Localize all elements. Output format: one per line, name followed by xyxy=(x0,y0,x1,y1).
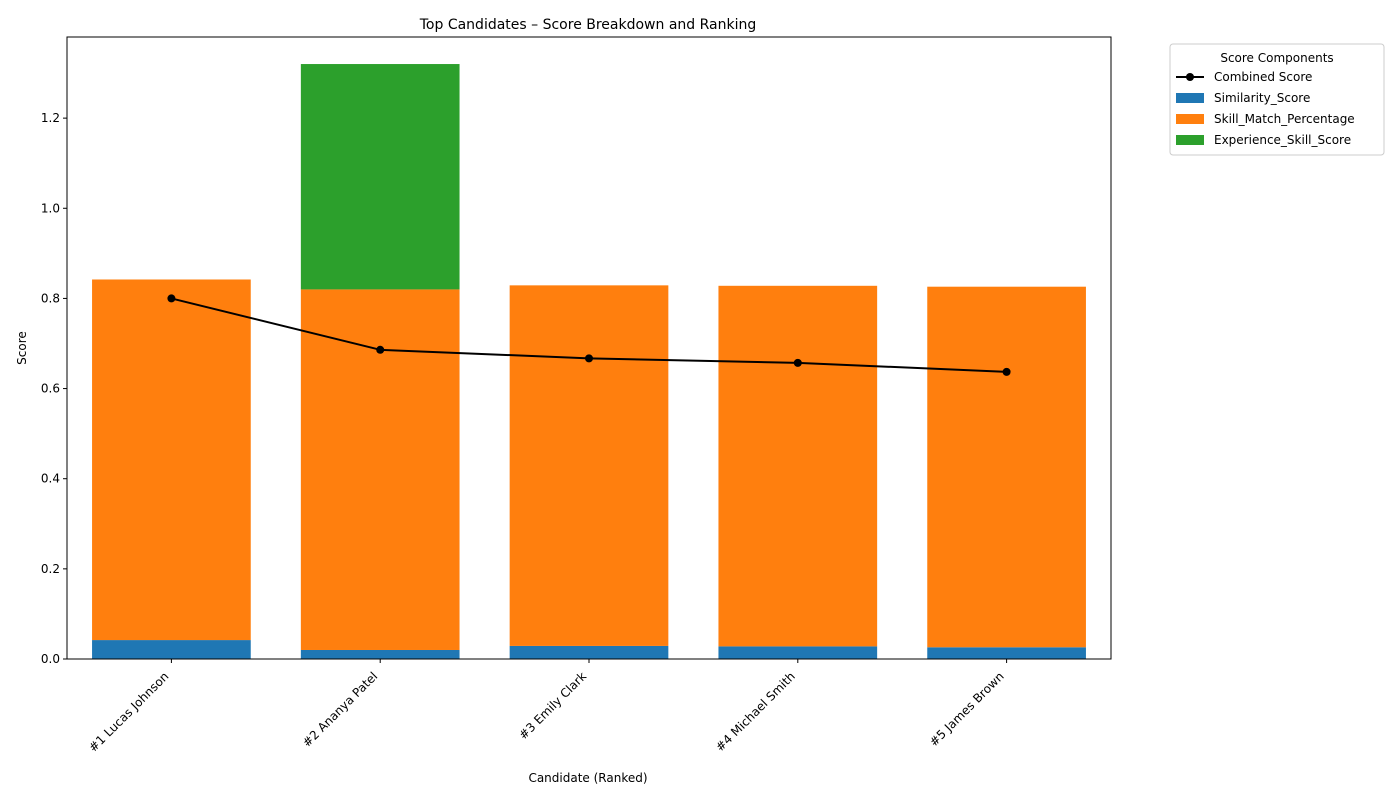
bar-similarity-score-4 xyxy=(718,646,878,659)
legend-label: Similarity_Score xyxy=(1214,91,1310,105)
legend-label: Experience_Skill_Score xyxy=(1214,133,1351,147)
x-tick-label-5: #5 James Brown xyxy=(927,669,1007,749)
y-tick-label: 1.2 xyxy=(41,111,60,125)
y-tick-label: 0.2 xyxy=(41,562,60,576)
legend-label: Combined Score xyxy=(1214,70,1312,84)
y-axis-label: Score xyxy=(15,331,29,365)
legend: Score Components Combined Score Similarit… xyxy=(1169,43,1385,156)
legend-entry-combined-score: Combined Score xyxy=(1176,70,1312,84)
bar-similarity-score-5 xyxy=(927,647,1086,659)
legend-line-marker xyxy=(1186,73,1194,81)
y-tick-label: 0.8 xyxy=(41,291,60,305)
combined-score-point-4 xyxy=(793,358,802,367)
x-tick-label-2: #2 Ananya Patel xyxy=(300,669,381,750)
bar-skill-match-percentage-4 xyxy=(718,285,878,647)
bar-skill-match-percentage-2 xyxy=(300,289,460,650)
y-tick-label: 0.4 xyxy=(41,472,60,486)
x-tick-label-3: #3 Emily Clark xyxy=(516,669,589,742)
y-tick-label: 1.0 xyxy=(41,201,60,215)
legend-swatch xyxy=(1176,93,1204,103)
bar-similarity-score-1 xyxy=(92,640,251,659)
y-tick-label: 0.0 xyxy=(41,652,60,666)
bar-skill-match-percentage-1 xyxy=(92,279,251,641)
bar-skill-match-percentage-3 xyxy=(509,285,669,646)
legend-label: Skill_Match_Percentage xyxy=(1214,112,1355,126)
chart-title: Top Candidates – Score Breakdown and Ran… xyxy=(419,17,757,33)
combined-score-point-5 xyxy=(1002,367,1011,376)
legend-swatch xyxy=(1176,114,1204,124)
combined-score-point-1 xyxy=(167,294,176,303)
bar-similarity-score-3 xyxy=(509,645,669,659)
combined-score-point-3 xyxy=(585,354,593,363)
legend-title: Score Components xyxy=(1220,51,1333,65)
x-tick-label-4: #4 Michael Smith xyxy=(713,669,798,754)
combined-score-point-2 xyxy=(376,345,385,354)
legend-entry-experience-skill-score: Experience_Skill_Score xyxy=(1176,133,1351,147)
y-tick-label: 0.6 xyxy=(41,382,60,396)
legend-entry-similarity-score: Similarity_Score xyxy=(1176,91,1310,105)
legend-frame xyxy=(1169,43,1385,156)
bar-experience-skill-score-2 xyxy=(300,64,460,290)
legend-swatch xyxy=(1176,135,1204,145)
bar-similarity-score-2 xyxy=(300,649,460,659)
x-tick-label-1: #1 Lucas Johnson xyxy=(86,669,171,754)
bar-skill-match-percentage-5 xyxy=(927,286,1086,648)
x-axis-label: Candidate (Ranked) xyxy=(528,771,647,785)
legend-entry-skill-match-percentage: Skill_Match_Percentage xyxy=(1176,112,1355,126)
